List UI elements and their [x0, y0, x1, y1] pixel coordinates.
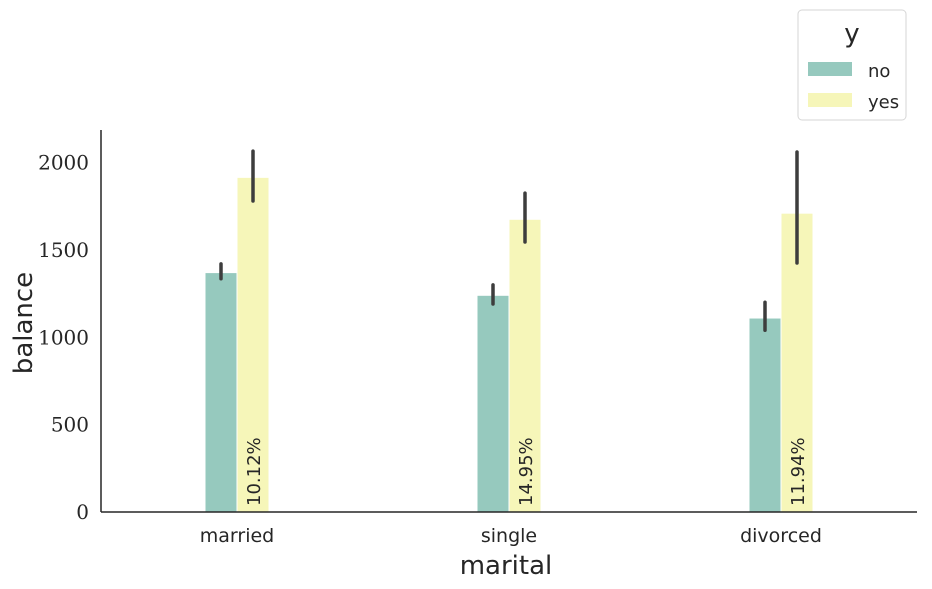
percent-label: 14.95%: [516, 437, 537, 506]
percent-label: 10.12%: [244, 437, 265, 506]
legend-swatch-no: [808, 62, 852, 76]
y-tick-label: 2000: [38, 151, 89, 175]
bar-yes-single: [508, 218, 542, 513]
y-tick-label: 1500: [38, 238, 89, 262]
x-tick-label: divorced: [740, 525, 822, 547]
y-axis-ticks: 0 500 1000 1500 2000: [38, 151, 89, 525]
bar-yes-married: [236, 176, 270, 513]
bar-no-divorced: [748, 317, 782, 513]
x-tick-label: married: [200, 525, 274, 547]
bars: [204, 176, 814, 513]
percent-labels: 10.12% 14.95% 11.94%: [244, 437, 809, 506]
legend-label-no: no: [868, 61, 890, 82]
y-tick-label: 1000: [38, 325, 89, 349]
legend-title: y: [844, 19, 859, 49]
bar-no-single: [476, 294, 510, 513]
legend: y no yes: [797, 9, 907, 121]
x-axis-title: marital: [460, 551, 553, 581]
x-tick-label: single: [481, 525, 537, 547]
x-axis-categories: married single divorced: [200, 525, 822, 547]
y-axis-title: balance: [9, 272, 39, 374]
y-tick-label: 0: [76, 500, 89, 524]
legend-label-yes: yes: [868, 92, 899, 113]
bar-no-married: [204, 272, 238, 513]
legend-swatch-yes: [808, 93, 852, 107]
percent-label: 11.94%: [788, 437, 809, 506]
y-tick-label: 500: [51, 413, 89, 437]
error-bars: [219, 149, 799, 333]
